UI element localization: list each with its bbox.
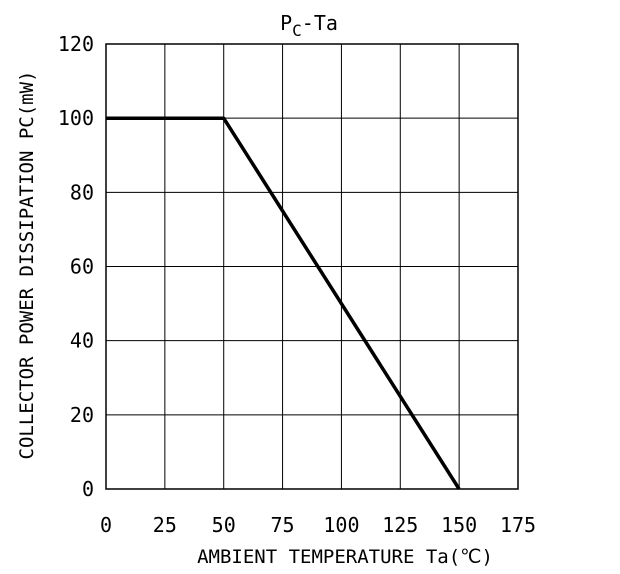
y-tick-label: 60 (70, 255, 94, 279)
x-tick-label: 175 (500, 513, 536, 537)
y-axis-label: COLLECTOR POWER DISSIPATION PC(mW) (16, 71, 38, 460)
y-tick-label: 100 (58, 106, 94, 130)
y-tick-label: 120 (58, 32, 94, 56)
x-axis-label: AMBIENT TEMPERATURE Ta(℃) (197, 546, 493, 568)
series-line (106, 116, 461, 490)
x-tick-label: 25 (153, 513, 177, 537)
y-tick-label: 80 (70, 180, 94, 204)
chart-title: PC-Ta (280, 11, 338, 40)
y-tick-label: 40 (70, 329, 94, 353)
title-subscript: C (292, 21, 302, 40)
x-tick-label: 100 (323, 513, 359, 537)
x-tick-label: 125 (382, 513, 418, 537)
y-tick-label: 20 (70, 403, 94, 427)
plot-frame (105, 43, 519, 490)
y-tick-label: 0 (82, 477, 94, 501)
x-tick-label: 150 (441, 513, 477, 537)
x-tick-label: 75 (271, 513, 295, 537)
tick-labels: 0 25 50 75 100 125 150 175 0 20 40 60 80 100 120 (58, 32, 536, 537)
title-main: P (280, 11, 292, 35)
x-tick-label: 50 (212, 513, 236, 537)
title-rest: -Ta (302, 11, 338, 35)
grid (106, 44, 518, 489)
x-tick-label: 0 (100, 513, 112, 537)
